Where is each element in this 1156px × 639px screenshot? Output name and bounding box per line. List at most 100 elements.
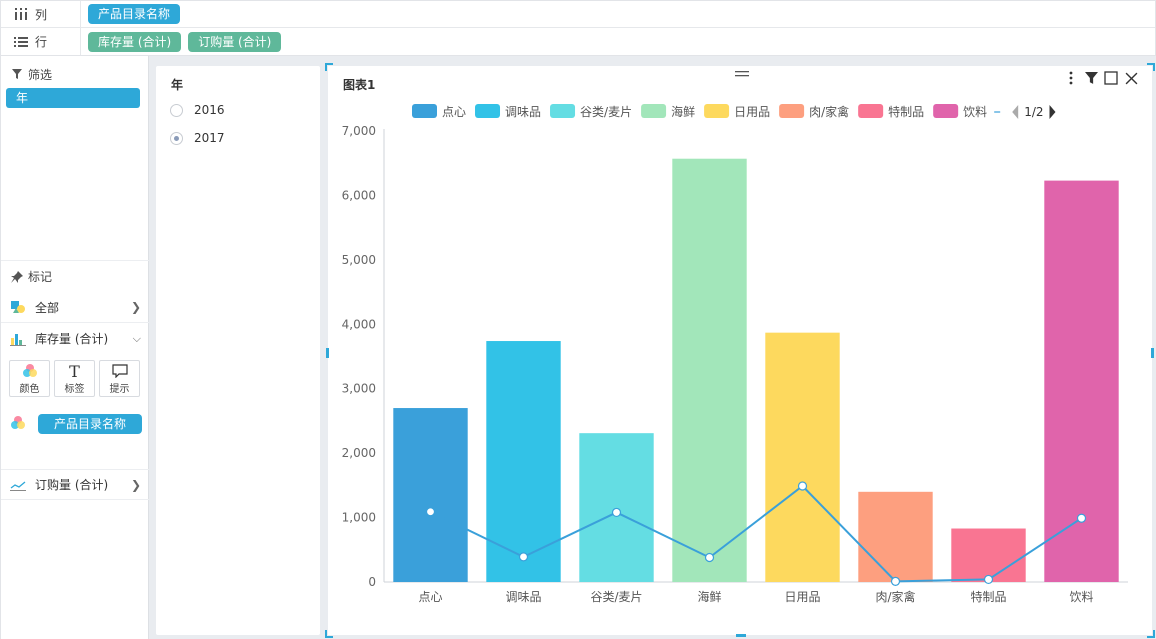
year-option-2017[interactable]: 2017 [170, 131, 225, 145]
chevron-right-icon: ❯ [130, 300, 141, 314]
legend-swatch[interactable] [475, 104, 501, 118]
label-button[interactable]: T 标签 [54, 360, 95, 397]
rows-shelf: 行 库存量 (合计) 订购量 (合计) [1, 28, 1155, 55]
filter-field-pill[interactable]: 年 [6, 88, 140, 108]
legend-prev-page-icon[interactable] [1012, 105, 1019, 119]
filter-icon[interactable] [1084, 71, 1098, 85]
pin-icon [11, 270, 23, 283]
columns-shelf: 列 产品目录名称 [1, 1, 1155, 28]
rows-icon [13, 36, 29, 48]
shapes-icon [10, 300, 28, 314]
x-tick-label: 饮料 [1069, 590, 1093, 604]
bar-4[interactable] [672, 158, 747, 582]
x-tick-label: 海鲜 [697, 589, 721, 604]
chevron-right-icon: ❯ [130, 477, 141, 492]
mark-measure2-row[interactable]: 订购量 (合计) ❯ [1, 469, 149, 500]
row-field-pill-orders[interactable]: 订购量 (合计) [188, 31, 282, 52]
order-series-point[interactable] [1076, 513, 1087, 523]
marks-title: 标记 [28, 270, 53, 284]
columns-icon [13, 8, 29, 20]
color-legend-icon [10, 415, 26, 434]
order-series-point[interactable] [797, 481, 808, 491]
marks-section: 标记 全部 ❯ 库存量 (合计) ⌵ 颜色 T 标签 [1, 260, 149, 500]
order-series-point[interactable] [983, 574, 994, 585]
bar-5[interactable] [765, 332, 840, 582]
year-option-label: 2017 [194, 131, 225, 145]
legend-label[interactable]: 肉/家禽 [809, 104, 849, 119]
y-tick-label: 1,000 [342, 511, 376, 525]
order-series-point[interactable] [611, 507, 622, 518]
legend-page-indicator: 1/2 [1024, 105, 1043, 119]
mark-measure1-label: 库存量 (合计) [35, 332, 109, 346]
bar-1[interactable] [393, 408, 468, 582]
rows-shelf-label: 行 [1, 28, 81, 55]
close-icon[interactable] [1124, 71, 1138, 85]
columns-label-text: 列 [35, 7, 48, 22]
order-series-point[interactable] [518, 552, 529, 562]
more-icon[interactable] [1064, 71, 1078, 85]
legend-swatch[interactable] [704, 104, 730, 118]
bar-2[interactable] [486, 341, 561, 582]
year-option-2016[interactable]: 2016 [170, 103, 225, 117]
columns-shelf-label: 列 [1, 1, 81, 27]
radio-button-2016[interactable] [170, 103, 183, 117]
chart-toolbar [1064, 71, 1138, 85]
chevron-down-icon: ⌵ [132, 331, 141, 345]
chart-panel[interactable]: 图表1 0 1,000 2,000 3,000 4,000 5,000 6,000 7,000… [325, 63, 1155, 638]
filter-icon [11, 68, 23, 80]
legend-swatch[interactable] [933, 104, 959, 118]
legend-next-page-icon[interactable] [1049, 105, 1056, 119]
label-button-label: 标签 [64, 384, 85, 395]
bar-6[interactable] [858, 491, 933, 582]
legend-label[interactable]: 点心 [442, 105, 466, 119]
order-series-point[interactable] [704, 552, 715, 563]
selection-corner [325, 63, 333, 71]
speech-bubble-icon [111, 362, 128, 380]
legend-label[interactable]: 特制品 [888, 104, 924, 119]
legend-swatch[interactable] [412, 104, 437, 118]
mark-measure1-row[interactable]: 库存量 (合计) ⌵ [1, 323, 149, 354]
row-field-pill-stock[interactable]: 库存量 (合计) [88, 31, 182, 52]
tooltip-button-label: 提示 [109, 384, 130, 395]
x-tick-label: 日用品 [784, 590, 820, 604]
legend-label[interactable]: 谷类/麦片 [580, 105, 632, 119]
color-field-pill[interactable]: 产品目录名称 [38, 414, 142, 434]
bar-7[interactable] [951, 528, 1026, 582]
legend-swatch[interactable] [641, 104, 667, 118]
legend-label[interactable]: 海鲜 [671, 104, 695, 119]
order-series-point[interactable] [425, 507, 436, 517]
line-chart-icon [10, 478, 28, 492]
legend-label[interactable]: 调味品 [505, 105, 541, 119]
bar-3[interactable] [579, 433, 654, 582]
tooltip-button[interactable]: 提示 [99, 360, 140, 397]
chart-title: 图表1 [343, 78, 376, 92]
drag-handle-icon[interactable] [735, 67, 749, 77]
legend-swatch[interactable] [779, 104, 805, 118]
y-tick-label: 3,000 [342, 382, 376, 396]
column-field-pill[interactable]: 产品目录名称 [88, 4, 181, 24]
filter-title: 筛选 [28, 67, 53, 82]
x-tick-label: 特制品 [970, 589, 1006, 604]
y-tick-label: 2,000 [342, 446, 376, 460]
maximize-icon[interactable] [1104, 71, 1118, 85]
mark-all-row[interactable]: 全部 ❯ [1, 292, 149, 323]
resize-handle[interactable] [736, 634, 746, 637]
legend-swatch[interactable] [550, 104, 576, 118]
selection-corner [325, 630, 333, 638]
legend-label[interactable]: 饮料 [963, 105, 987, 119]
radio-button-2017[interactable] [170, 131, 183, 145]
resize-handle[interactable] [326, 348, 329, 358]
resize-handle[interactable] [1151, 348, 1154, 358]
color-button[interactable]: 颜色 [9, 360, 50, 397]
rows-label-text: 行 [35, 35, 48, 49]
mark-buttons: 颜色 T 标签 提示 [1, 354, 149, 397]
order-series-point[interactable] [890, 576, 901, 586]
color-field-row: 产品目录名称 [1, 397, 149, 434]
year-filter-title: 年 [171, 78, 184, 92]
legend-swatch[interactable] [858, 104, 884, 118]
color-button-label: 颜色 [19, 384, 40, 395]
legend-label[interactable]: 日用品 [734, 105, 770, 119]
mark-all-label: 全部 [35, 300, 60, 315]
marks-section-title: 标记 [1, 260, 149, 292]
